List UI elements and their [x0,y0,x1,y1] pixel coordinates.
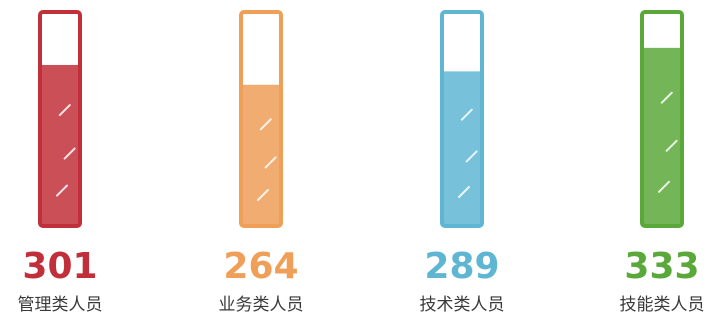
bar-highlight [264,156,277,169]
bar-highlight [458,185,470,198]
bar-fill [644,47,680,226]
bar-tube-outline [239,10,283,228]
bar-tube-outline [38,10,82,228]
bar-highlight [63,147,76,160]
bar-value-label: 301 [22,246,97,287]
bar-value-label: 333 [624,246,699,287]
bar-group: 289 技术类人员 [420,10,505,315]
bar-highlight [58,104,71,117]
bar-highlight [665,139,678,152]
bar-value-label: 289 [424,246,499,287]
bar-group: 301 管理类人员 [18,10,103,315]
bar-fill [42,64,78,226]
bar-highlight [465,150,478,163]
bar-fill [444,71,480,226]
bar-highlight [56,184,68,197]
bar-highlight [257,188,269,201]
bar-fill [243,84,279,226]
bar-group: 333 技能类人员 [620,10,705,315]
bar-highlight [259,118,272,131]
bar-highlight [460,108,473,121]
bar-group: 264 业务类人员 [219,10,304,315]
bar-highlight [658,180,670,193]
bar-value-label: 264 [223,246,298,287]
bar-tube-outline [440,10,484,228]
category-label: 管理类人员 [18,295,103,315]
bar-highlight [660,91,673,104]
category-label: 业务类人员 [219,295,304,315]
category-label: 技术类人员 [420,295,505,315]
bar-tube-outline [640,10,684,228]
category-label: 技能类人员 [620,295,705,315]
